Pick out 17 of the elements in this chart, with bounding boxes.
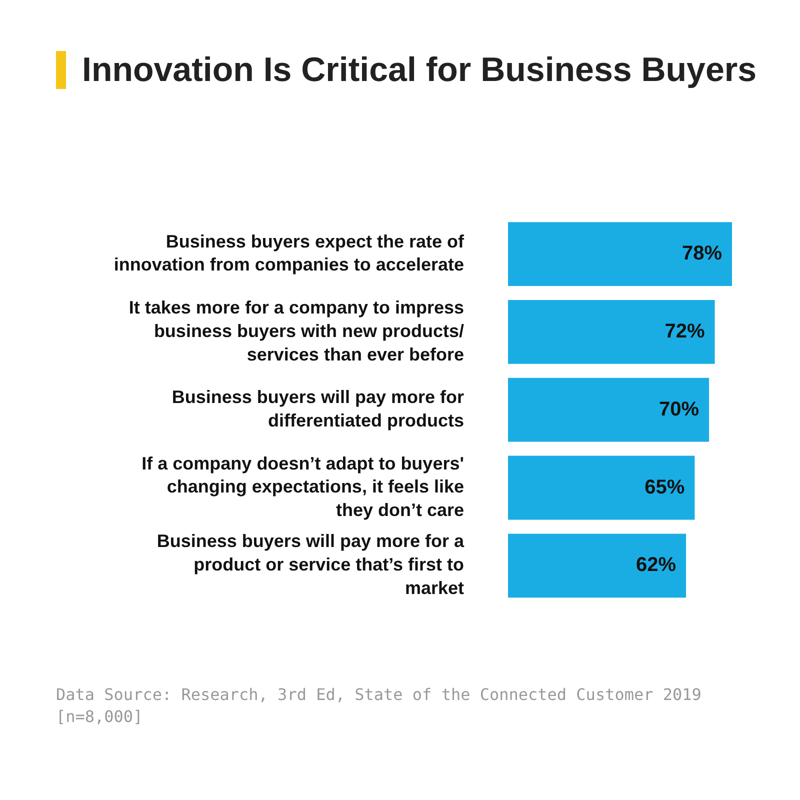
y-tick-label: It takes more for a company to impress business buyers with new products/ services than ever before: [128, 298, 464, 364]
bar: [508, 222, 732, 286]
data-label: 70%: [658, 398, 700, 420]
data-label: 72%: [664, 320, 705, 342]
bar: [508, 300, 715, 364]
y-tick-label: Business buyers expect the rate of innovation from companies to accelerate: [114, 231, 466, 275]
y-tick-label: Business buyers will pay more for differentiated products: [172, 387, 464, 431]
data-label: 62%: [636, 554, 676, 576]
source-note: Data Source: Research, 3rd Ed, State of the Connected Customer 2019 [n=8,000]: [56, 684, 702, 728]
y-tick-label: Business buyers will pay more for a product or service that’s first to market: [156, 531, 465, 598]
chart-title: Innovation Is Critical for Business Buyers: [82, 50, 757, 90]
bar: [508, 378, 710, 442]
data-label: 65%: [644, 476, 685, 498]
y-tick-label: If a company doesn’t adapt to buyers' changing expectations, it feels like they don’t care: [142, 453, 464, 520]
data-label: 78%: [682, 242, 722, 265]
bar: [508, 534, 686, 598]
bar: [508, 456, 695, 520]
